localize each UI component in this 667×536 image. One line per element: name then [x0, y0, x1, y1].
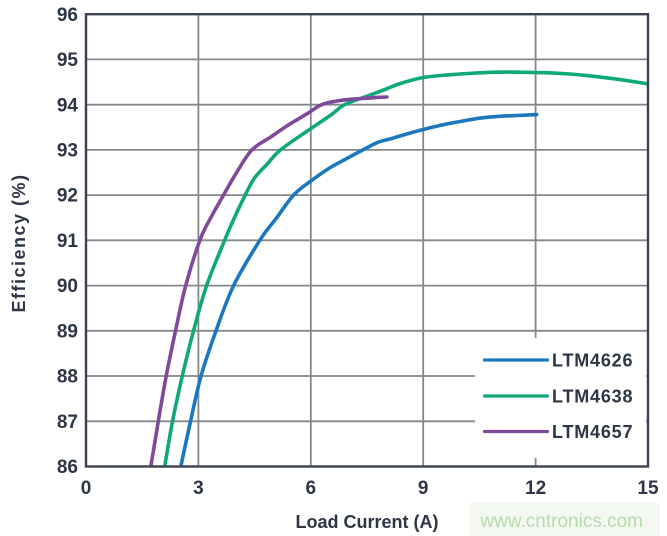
svg-text:www.cntronics.com: www.cntronics.com [479, 511, 643, 532]
svg-text:3: 3 [193, 478, 204, 499]
svg-text:88: 88 [57, 367, 78, 388]
svg-text:LTM4626: LTM4626 [552, 350, 633, 370]
svg-text:96: 96 [57, 5, 78, 26]
svg-text:0: 0 [81, 478, 92, 499]
svg-text:Load Current (A): Load Current (A) [296, 512, 439, 532]
svg-text:89: 89 [57, 321, 78, 342]
svg-text:LTM4657: LTM4657 [552, 422, 633, 442]
svg-text:LTM4638: LTM4638 [552, 386, 633, 406]
svg-text:94: 94 [57, 95, 79, 116]
svg-text:92: 92 [57, 186, 78, 207]
svg-text:9: 9 [418, 478, 429, 499]
svg-text:6: 6 [306, 478, 317, 499]
svg-text:90: 90 [57, 276, 78, 297]
svg-text:91: 91 [57, 231, 79, 252]
svg-text:12: 12 [525, 478, 546, 499]
svg-text:87: 87 [57, 412, 78, 433]
svg-text:15: 15 [637, 478, 659, 499]
svg-text:86: 86 [57, 457, 78, 478]
svg-text:95: 95 [57, 50, 79, 71]
svg-text:93: 93 [57, 141, 78, 162]
svg-text:Efficiency (%): Efficiency (%) [9, 173, 29, 312]
